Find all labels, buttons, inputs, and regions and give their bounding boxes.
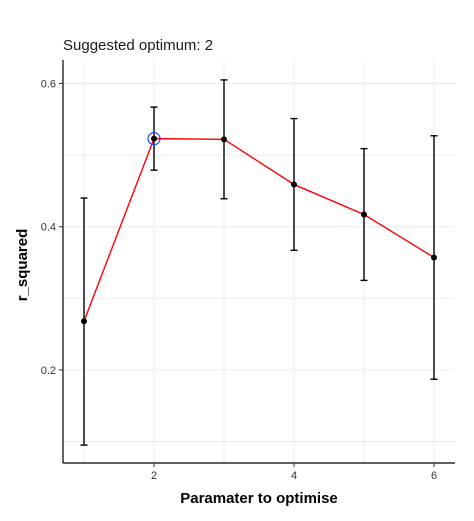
optimum-highlight-ring xyxy=(147,132,161,146)
x-axis-title: Paramater to optimise xyxy=(180,490,338,507)
grid-lines xyxy=(63,62,455,463)
y-axis-title: r_squared xyxy=(14,229,31,302)
x-tick-label: 2 xyxy=(151,470,157,482)
chart-subtitle: Suggested optimum: 2 xyxy=(63,37,213,54)
y-tick-label: 0.4 xyxy=(41,222,56,234)
data-point xyxy=(81,318,87,325)
data-layer xyxy=(80,79,438,446)
data-point xyxy=(221,136,227,143)
x-tick-label: 4 xyxy=(291,470,297,482)
data-point xyxy=(291,181,297,188)
y-tick-label: 0.2 xyxy=(41,365,56,377)
data-point xyxy=(151,135,157,142)
data-point xyxy=(361,211,367,218)
axes: 2 4 6 0.2 0.4 0.6 xyxy=(41,60,455,482)
data-point xyxy=(431,254,437,261)
series-line xyxy=(83,137,435,322)
x-tick-label: 6 xyxy=(431,470,437,482)
y-tick-label: 0.6 xyxy=(41,78,56,90)
